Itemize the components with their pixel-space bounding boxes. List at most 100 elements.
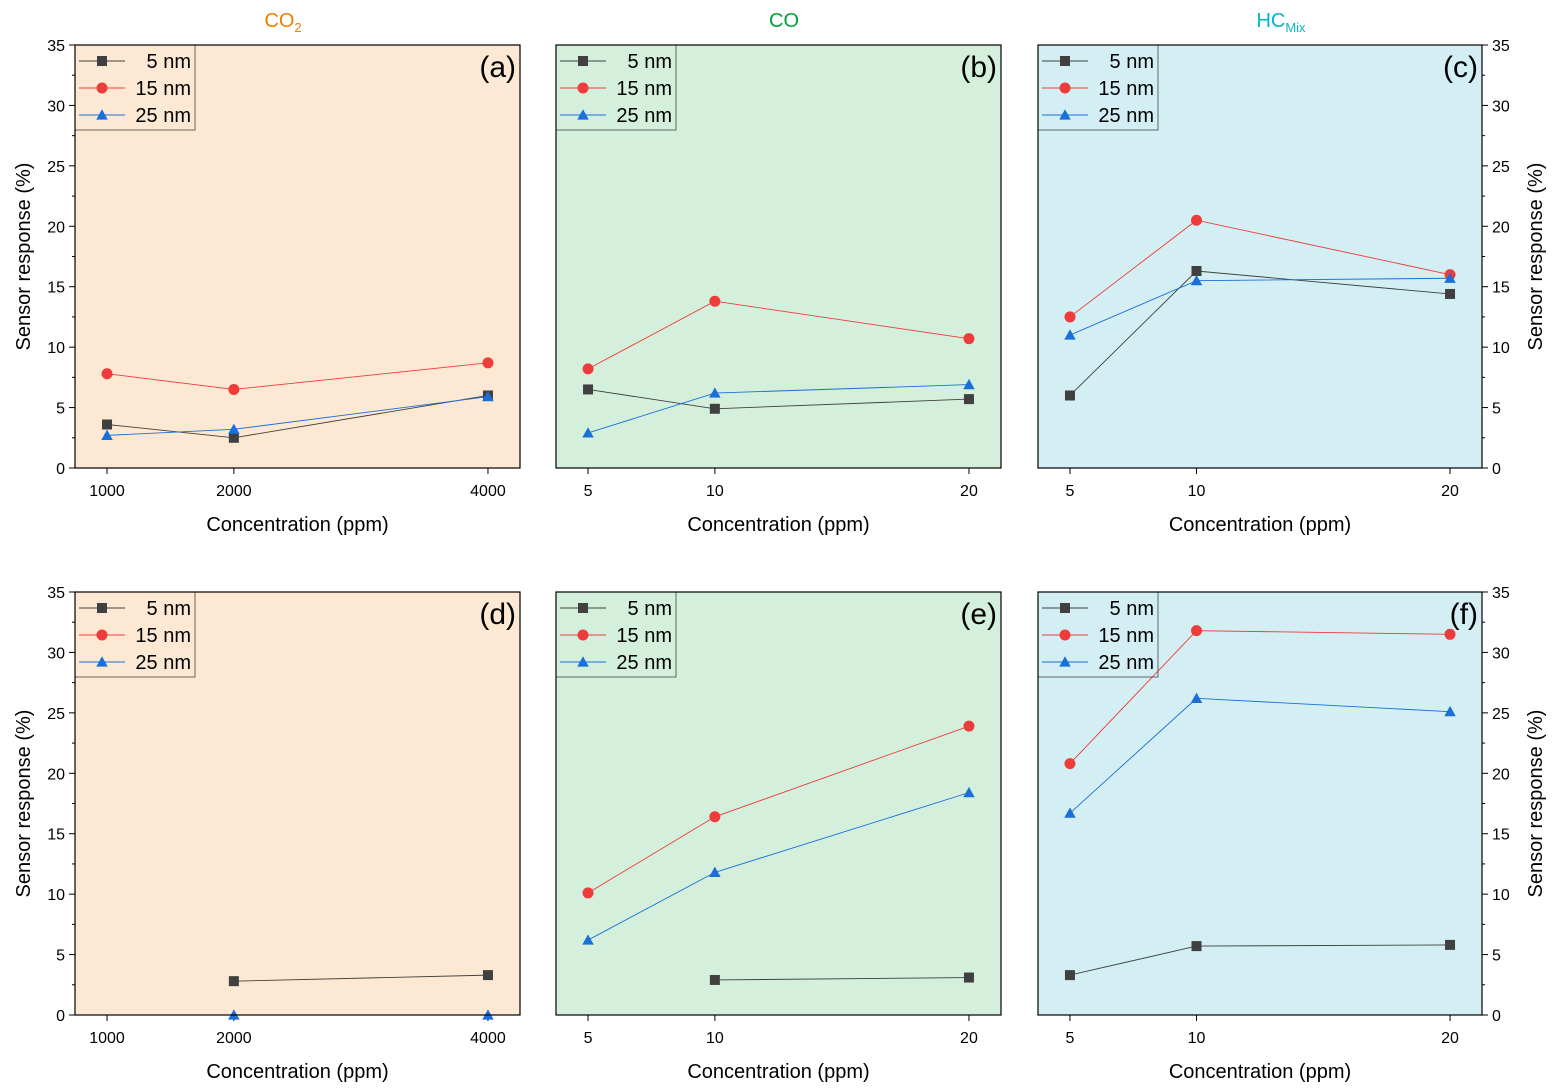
data-point xyxy=(1444,272,1456,283)
legend: 5 nm 15 nm 25 nm xyxy=(1037,44,1159,131)
x-tick-label: 20 xyxy=(960,483,978,500)
y-tick-label: 15 xyxy=(47,280,65,297)
legend-marker xyxy=(578,603,588,613)
y-tick-label: 25 xyxy=(47,159,65,176)
y-tick-label: 20 xyxy=(1492,766,1510,783)
column-title-1: CO2 xyxy=(264,10,301,35)
data-point xyxy=(963,378,975,390)
data-point xyxy=(1064,758,1076,770)
series-15-nm xyxy=(101,357,494,395)
column-title-text: CO2 xyxy=(264,10,301,35)
panel-d: 0 5 10 15 20 25 30 35 Sensor response (%) 1000 200… xyxy=(13,585,521,1083)
data-point xyxy=(1064,807,1076,818)
panel-e: 5 10 20 Concentration (ppm) 5 nm 15 nm 25 nm (e… xyxy=(555,591,1002,1083)
y-tick-label: 35 xyxy=(47,585,65,602)
data-point xyxy=(582,934,594,945)
y-tick-label: 10 xyxy=(47,887,65,904)
legend-marker xyxy=(577,82,589,94)
legend-label: 15 nm xyxy=(616,78,672,100)
y-tick-label: 20 xyxy=(1492,219,1510,236)
data-point xyxy=(1191,266,1202,277)
data-point xyxy=(1190,274,1203,286)
legend-label: 5 nm xyxy=(628,598,672,620)
series-5-nm xyxy=(1064,266,1456,401)
x-tick-label: 10 xyxy=(1188,1030,1206,1047)
panel-f: 0 5 10 15 20 25 30 35 Sensor response (%) 5 10 20 Co… xyxy=(1037,585,1547,1083)
legend-marker xyxy=(97,603,107,613)
y-tick-label: 5 xyxy=(56,401,65,418)
column-title-text: CO xyxy=(769,10,799,32)
data-point xyxy=(1445,939,1456,950)
x-tick-label: 10 xyxy=(706,1030,724,1047)
data-point xyxy=(228,423,240,434)
panel-label: (c) xyxy=(1443,51,1478,84)
x-tick-label: 5 xyxy=(584,1030,593,1047)
data-point xyxy=(709,866,721,877)
x-axis-label: Concentration (ppm) xyxy=(206,1061,388,1083)
legend: 5 nm 15 nm 25 nm xyxy=(74,591,196,678)
plot-frame xyxy=(1037,591,1483,1016)
legend-label: 15 nm xyxy=(135,78,191,100)
data-point xyxy=(1191,941,1202,952)
y-tick-label: 5 xyxy=(1492,948,1501,965)
plot-frame xyxy=(555,44,1002,469)
legend-marker xyxy=(96,629,108,641)
y-axis-label: Sensor response (%) xyxy=(13,710,35,898)
y-tick-label: 30 xyxy=(47,98,65,115)
data-point xyxy=(963,786,975,798)
legend-label: 25 nm xyxy=(616,652,672,674)
data-point xyxy=(1445,288,1456,299)
y-axis-label: Sensor response (%) xyxy=(13,163,35,351)
legend-marker xyxy=(1059,629,1071,641)
legend-marker xyxy=(1060,56,1070,66)
y-tick-label: 15 xyxy=(1492,827,1510,844)
data-point xyxy=(709,974,720,985)
data-point xyxy=(1190,692,1203,703)
column-title-text: HCMix xyxy=(1256,10,1306,35)
x-tick-label: 20 xyxy=(1441,1030,1459,1047)
legend-marker xyxy=(1059,82,1071,94)
y-axis-label: Sensor response (%) xyxy=(1525,163,1547,351)
x-tick-label: 1000 xyxy=(89,483,125,500)
panel-label: (f) xyxy=(1450,598,1478,631)
series-line xyxy=(233,974,488,982)
legend-marker xyxy=(577,656,589,667)
data-point xyxy=(582,887,594,899)
legend-label: 5 nm xyxy=(147,51,191,73)
data-point xyxy=(482,357,494,369)
legend-label: 15 nm xyxy=(1098,625,1154,647)
series-15-nm xyxy=(1064,625,1456,770)
data-point xyxy=(228,432,239,443)
legend-marker xyxy=(1059,656,1071,667)
data-point xyxy=(482,390,494,402)
plot-frame xyxy=(555,591,1002,1016)
y-tick-label: 5 xyxy=(56,948,65,965)
data-point xyxy=(709,403,720,414)
y-tick-label: 35 xyxy=(1492,38,1510,55)
x-axis-label: Concentration (ppm) xyxy=(1169,514,1351,536)
y-tick-label: 15 xyxy=(47,827,65,844)
data-point xyxy=(709,811,721,823)
data-point xyxy=(963,720,975,732)
x-tick-label: 5 xyxy=(1066,483,1075,500)
data-point xyxy=(228,383,240,395)
plot-background xyxy=(556,45,1001,468)
legend-label: 25 nm xyxy=(135,105,191,127)
panel-label: (d) xyxy=(479,598,516,631)
legend-marker xyxy=(1059,109,1071,120)
legend-label: 25 nm xyxy=(1098,652,1154,674)
y-tick-label: 5 xyxy=(1492,401,1501,418)
column-title-3: HCMix xyxy=(1256,10,1306,35)
y-axis-label: Sensor response (%) xyxy=(1525,710,1547,898)
y-tick-label: 25 xyxy=(1492,159,1510,176)
series-25-nm xyxy=(101,390,494,440)
column-title-2: CO xyxy=(769,10,799,32)
data-point xyxy=(582,427,594,438)
legend-marker xyxy=(577,629,589,641)
x-tick-label: 2000 xyxy=(216,1030,252,1047)
legend-label: 15 nm xyxy=(1098,78,1154,100)
legend-marker xyxy=(96,82,108,94)
x-tick-label: 20 xyxy=(960,1030,978,1047)
x-tick-label: 4000 xyxy=(470,483,506,500)
